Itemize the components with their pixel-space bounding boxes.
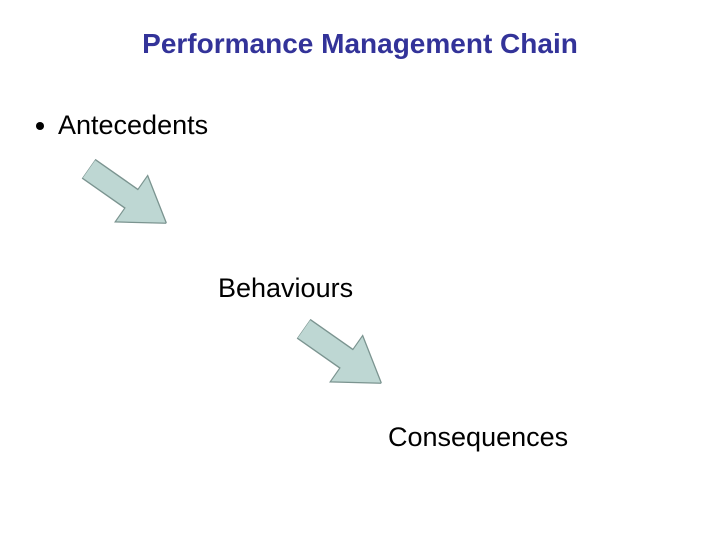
item-consequences-label: Consequences xyxy=(388,422,568,453)
item-behaviours-label: Behaviours xyxy=(218,273,353,304)
item-antecedents: Antecedents xyxy=(36,110,208,141)
arrow-svg xyxy=(69,141,186,251)
arrow-icon xyxy=(69,141,186,251)
slide: Performance Management Chain Antecedents… xyxy=(0,0,720,540)
item-behaviours: Behaviours xyxy=(218,273,353,304)
bullet-dot-icon xyxy=(36,122,44,130)
arrow-icon xyxy=(284,301,401,411)
slide-title: Performance Management Chain xyxy=(0,28,720,60)
item-antecedents-label: Antecedents xyxy=(58,110,208,141)
item-consequences: Consequences xyxy=(388,422,568,453)
arrow-svg xyxy=(284,301,401,411)
